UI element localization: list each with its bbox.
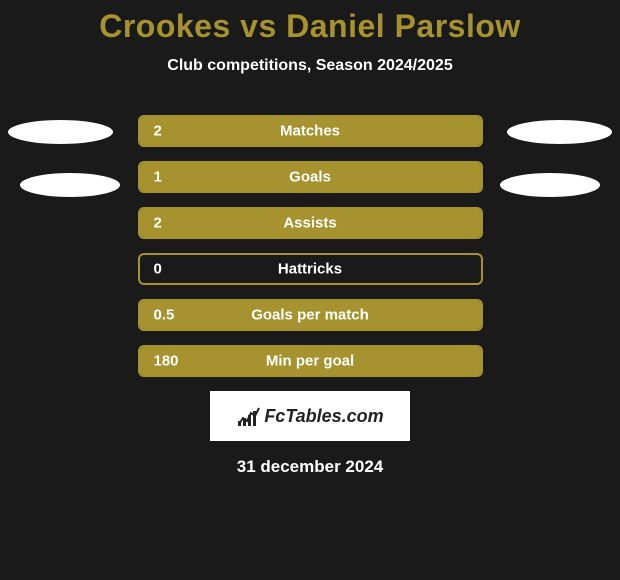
stat-bars: 2 Matches 1 Goals 2 Assists 0 Hattricks … xyxy=(138,115,483,377)
chart-container: 2 Matches 1 Goals 2 Assists 0 Hattricks … xyxy=(0,115,620,377)
player-ellipse-right-2 xyxy=(500,173,600,197)
date-text: 31 december 2024 xyxy=(0,457,620,477)
player-ellipse-right-1 xyxy=(507,120,612,144)
stat-label: Goals per match xyxy=(140,307,481,324)
logo-inner: FcTables.com xyxy=(236,404,383,428)
season-subtitle: Club competitions, Season 2024/2025 xyxy=(0,57,620,75)
chart-icon xyxy=(236,404,260,428)
fctables-logo: FcTables.com xyxy=(210,391,410,441)
player-ellipse-left-1 xyxy=(8,120,113,144)
logo-text: FcTables.com xyxy=(264,406,383,427)
stat-row-goals: 1 Goals xyxy=(138,161,483,193)
stat-row-assists: 2 Assists xyxy=(138,207,483,239)
stat-label: Matches xyxy=(140,123,481,140)
player-ellipse-left-2 xyxy=(20,173,120,197)
stat-label: Hattricks xyxy=(140,261,481,278)
stat-row-matches: 2 Matches xyxy=(138,115,483,147)
comparison-title: Crookes vs Daniel Parslow xyxy=(0,0,620,45)
stat-row-min-per-goal: 180 Min per goal xyxy=(138,345,483,377)
stat-row-hattricks: 0 Hattricks xyxy=(138,253,483,285)
stat-label: Assists xyxy=(140,215,481,232)
stat-row-goals-per-match: 0.5 Goals per match xyxy=(138,299,483,331)
stat-label: Min per goal xyxy=(140,353,481,370)
stat-label: Goals xyxy=(140,169,481,186)
